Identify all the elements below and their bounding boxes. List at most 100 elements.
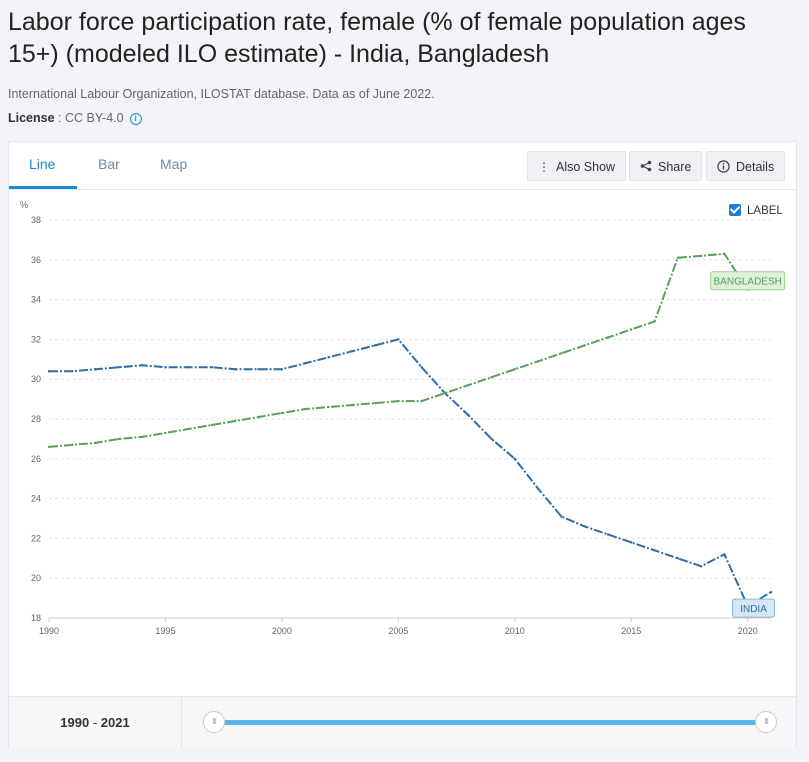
active-tab-indicator [9, 186, 77, 189]
license-value: CC BY-4.0 [64, 111, 124, 125]
y-tick-label: 28 [31, 414, 41, 424]
data-point [94, 368, 97, 371]
series-label-bangladesh: BANGLADESH [714, 277, 782, 288]
tab-bar[interactable]: Bar [98, 156, 120, 172]
data-point [164, 431, 167, 435]
data-point [723, 553, 726, 556]
data-point [117, 366, 121, 369]
data-point [490, 437, 493, 441]
y-tick-label: 36 [31, 255, 41, 265]
data-point [303, 362, 307, 365]
y-tick-label: 20 [31, 573, 41, 583]
y-tick-label: 22 [31, 533, 41, 543]
data-point [373, 401, 377, 405]
range-start: 1990 [60, 715, 90, 730]
data-point [630, 541, 633, 544]
data-point [327, 405, 330, 409]
range-end-handle[interactable]: III [755, 711, 777, 733]
data-point [210, 366, 214, 369]
data-point [280, 368, 284, 371]
y-tick-label: 24 [31, 494, 41, 504]
also-show-button[interactable]: ⋮ Also Show [527, 151, 627, 181]
x-tick-label: 2010 [505, 626, 525, 636]
data-point [606, 533, 610, 536]
y-unit-label: % [20, 200, 28, 210]
data-point [94, 441, 97, 445]
also-show-label: Also Show [556, 160, 616, 174]
data-point [280, 411, 284, 415]
tab-map[interactable]: Map [160, 156, 188, 172]
y-tick-label: 34 [31, 295, 41, 305]
label-toggle[interactable]: LABEL [729, 204, 783, 217]
x-tick-label: 1995 [155, 626, 175, 636]
data-point [234, 368, 237, 371]
data-point [257, 368, 260, 371]
series-label-box [710, 271, 786, 291]
data-point [699, 254, 703, 258]
series-line-bangladesh [48, 252, 772, 448]
data-point [234, 419, 237, 423]
data-point [653, 320, 656, 323]
series-label-india: INDIA [740, 604, 767, 615]
data-point [47, 445, 51, 449]
data-point [467, 383, 470, 387]
y-tick-label: 38 [31, 215, 41, 225]
data-point [560, 352, 563, 355]
x-tick-label: 2020 [738, 626, 758, 636]
data-point [560, 515, 563, 518]
data-point [583, 344, 586, 347]
tab-line[interactable]: Line [29, 156, 56, 172]
data-point [536, 487, 540, 490]
data-point [583, 525, 586, 528]
page-title: Labor force participation rate, female (… [8, 8, 746, 68]
license-label: License [8, 111, 55, 125]
data-point [327, 356, 330, 359]
data-point [303, 407, 307, 411]
x-tick-label: 2000 [272, 626, 292, 636]
year-range-readout: 1990 - 2021 [9, 697, 182, 748]
share-icon [640, 152, 652, 182]
data-point [606, 336, 610, 339]
data-point [350, 403, 353, 407]
label-checkbox[interactable] [729, 204, 741, 216]
data-point [187, 427, 190, 431]
x-tick-label: 2005 [388, 626, 408, 636]
range-footer: 1990 - 2021 III III [9, 696, 796, 748]
data-point [536, 360, 540, 363]
data-point [350, 350, 353, 353]
data-point [187, 366, 190, 369]
range-start-handle[interactable]: III [203, 711, 225, 733]
y-tick-label: 26 [31, 454, 41, 464]
data-point [373, 344, 377, 347]
x-tick-label: 1990 [39, 626, 59, 636]
details-button[interactable]: Details [706, 151, 786, 181]
data-point [397, 399, 400, 403]
range-slider-track[interactable] [214, 720, 767, 725]
data-point [210, 423, 214, 427]
data-point [117, 437, 121, 441]
share-button[interactable]: Share [629, 151, 703, 182]
data-point [397, 338, 400, 341]
more-vertical-icon: ⋮ [538, 160, 550, 174]
data-point [443, 391, 447, 395]
data-point [47, 370, 51, 373]
series-line-india [49, 338, 772, 608]
share-label: Share [658, 160, 692, 174]
data-point [257, 415, 260, 419]
data-point [140, 435, 144, 439]
data-point [490, 376, 493, 379]
data-point [699, 565, 703, 568]
data-point [140, 364, 144, 367]
data-point [467, 413, 470, 417]
data-point [630, 328, 633, 331]
data-point [513, 457, 517, 460]
data-point [653, 549, 656, 552]
line-chart: % 18 20 22 24 26 28 30 32 34 36 38 1990 1995 2000 2005 2… [20, 200, 786, 636]
data-point [723, 252, 726, 256]
details-label: Details [736, 160, 775, 174]
series-label-box [732, 598, 776, 618]
data-point [676, 256, 680, 260]
license-line: License : CC BY-4.0 i [8, 111, 142, 125]
info-icon[interactable]: i [129, 113, 142, 125]
data-point [513, 368, 517, 371]
